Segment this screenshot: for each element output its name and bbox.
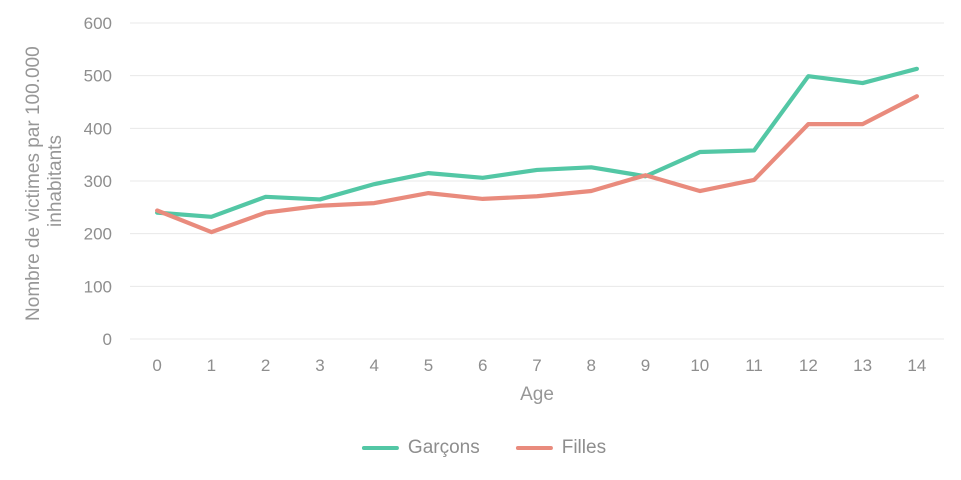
- x-tick-label-0: 0: [152, 356, 161, 375]
- x-tick-label-8: 8: [587, 356, 596, 375]
- legend: Garçons Filles: [361, 437, 607, 458]
- y-tick-label-500: 500: [84, 67, 112, 86]
- x-tick-label-5: 5: [424, 356, 433, 375]
- x-tick-label-6: 6: [478, 356, 487, 375]
- y-tick-label-600: 600: [84, 14, 112, 33]
- series-line-filles: [155, 94, 919, 235]
- series-lines: [155, 66, 919, 235]
- legend-item-garcons: Garçons: [361, 437, 480, 458]
- legend-swatch-garcons-icon: [361, 445, 399, 451]
- y-axis-title-line1: Nombre de victimes par 100.000: [23, 46, 44, 321]
- y-tick-label-400: 400: [84, 119, 112, 138]
- legend-label-filles: Filles: [561, 437, 607, 458]
- x-tick-label-11: 11: [745, 356, 763, 375]
- legend-item-filles: Filles: [515, 437, 607, 458]
- legend-label-garcons: Garçons: [407, 437, 480, 458]
- y-tick-label-300: 300: [84, 172, 112, 191]
- y-tick-label-0: 0: [103, 330, 112, 349]
- x-tick-label-2: 2: [261, 356, 270, 375]
- x-tick-label-10: 10: [690, 356, 709, 375]
- series-line-garons: [155, 66, 919, 219]
- x-tick-label-4: 4: [369, 356, 378, 375]
- y-axis-title-line2: inhabitants: [45, 135, 66, 227]
- legend-swatch-filles-icon: [515, 445, 553, 451]
- x-axis-title: Age: [520, 384, 554, 405]
- x-tick-labels: 0 1 2 3 4 5 6 7 8 9 10 11 12 13 14: [152, 356, 926, 375]
- x-tick-label-3: 3: [315, 356, 324, 375]
- y-axis-title: Nombre de victimes par 100.000 inhabitan…: [23, 41, 66, 321]
- x-tick-label-9: 9: [641, 356, 650, 375]
- y-tick-label-200: 200: [84, 225, 112, 244]
- gridlines: [130, 22, 944, 340]
- x-tick-label-13: 13: [853, 356, 872, 375]
- y-tick-labels: 0 100 200 300 400 500 600: [84, 14, 112, 349]
- x-tick-label-14: 14: [907, 356, 926, 375]
- x-tick-label-1: 1: [207, 356, 216, 375]
- y-tick-label-100: 100: [84, 277, 112, 296]
- x-tick-label-12: 12: [799, 356, 818, 375]
- x-tick-label-7: 7: [532, 356, 541, 375]
